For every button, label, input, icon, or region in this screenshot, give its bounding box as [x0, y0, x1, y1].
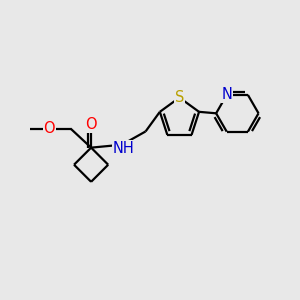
Text: NH: NH: [112, 141, 134, 156]
Text: O: O: [44, 121, 55, 136]
Text: O: O: [85, 118, 97, 133]
Text: S: S: [175, 90, 184, 105]
Text: N: N: [221, 87, 232, 102]
